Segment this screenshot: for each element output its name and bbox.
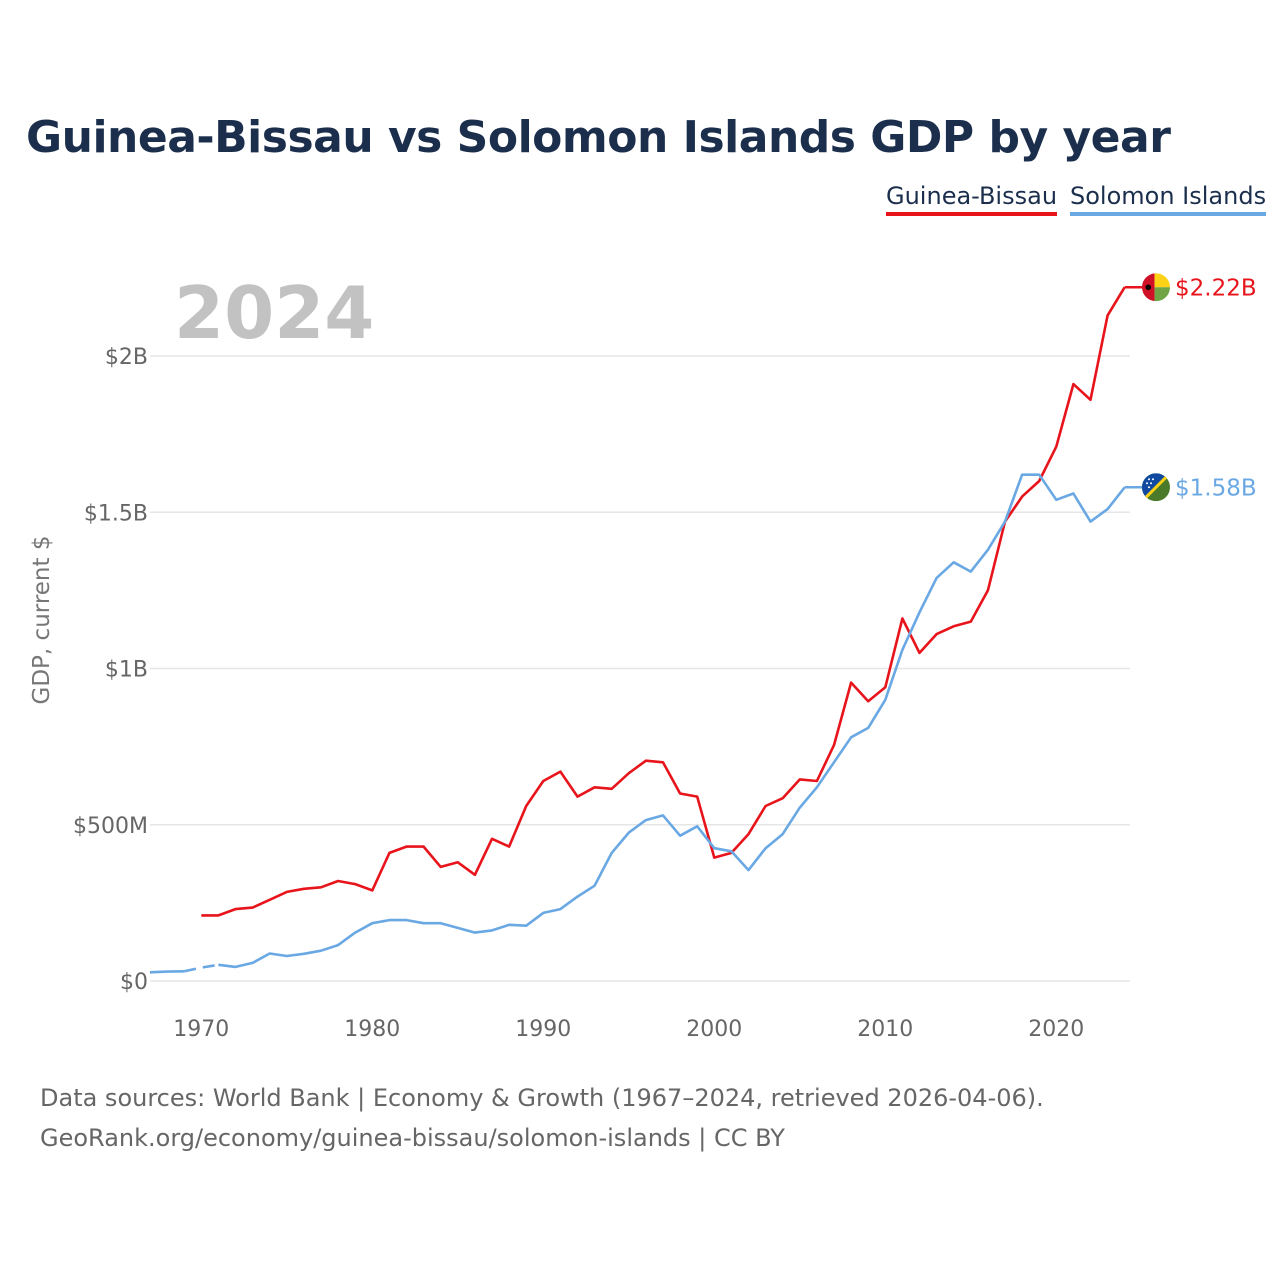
- legend-label-solomon-islands: Solomon Islands: [1070, 182, 1267, 210]
- y-tick-label: $0: [120, 970, 148, 995]
- series-line-solomon-islands-part-0: [149, 970, 185, 974]
- x-tick-label: 2010: [857, 1017, 913, 1042]
- series-lines: [149, 286, 1126, 974]
- end-value-label-guinea-bissau: $2.22B: [1175, 275, 1257, 301]
- y-tick-label: $500M: [73, 814, 148, 839]
- legend-label-guinea-bissau: Guinea-Bissau: [886, 182, 1058, 210]
- x-axis-ticks: 1970 1980 1990 2000 2010 2020: [173, 1017, 1084, 1042]
- y-tick-label: $1.5B: [84, 501, 148, 526]
- year-display: 2024: [174, 271, 374, 355]
- solomon-islands-flag-icon: [1142, 473, 1170, 502]
- legend-item-guinea-bissau[interactable]: Guinea-Bissau: [886, 182, 1058, 216]
- x-tick-label: 1980: [344, 1017, 400, 1042]
- y-tick-label: $1B: [105, 658, 148, 683]
- source-link[interactable]: GeoRank.org/economy/guinea-bissau/solomo…: [40, 1124, 785, 1152]
- x-tick-label: 1970: [173, 1017, 229, 1042]
- source-note: Data sources: World Bank | Economy & Gro…: [40, 1084, 1044, 1112]
- legend-item-solomon-islands[interactable]: Solomon Islands: [1070, 182, 1267, 216]
- legend-swatch-guinea-bissau: [886, 212, 1058, 216]
- x-tick-label: 1990: [515, 1017, 571, 1042]
- grid-lines: [150, 355, 1130, 982]
- series-line-solomon-islands-part-1: [183, 963, 219, 973]
- x-tick-label: 2000: [686, 1017, 742, 1042]
- series-line-solomon-islands-part-2: [218, 473, 1126, 969]
- series-line-guinea-bissau: [201, 286, 1126, 917]
- legend-swatch-solomon-islands: [1070, 212, 1267, 216]
- chart-title: Guinea-Bissau vs Solomon Islands GDP by …: [26, 112, 1171, 163]
- series-end-markers: $2.22B $1.58B: [1124, 273, 1257, 502]
- y-axis-ticks: $0 $500M $1B $1.5B $2B: [73, 345, 148, 995]
- x-tick-label: 2020: [1028, 1017, 1084, 1042]
- y-tick-label: $2B: [105, 345, 148, 370]
- end-value-label-solomon-islands: $1.58B: [1175, 475, 1257, 501]
